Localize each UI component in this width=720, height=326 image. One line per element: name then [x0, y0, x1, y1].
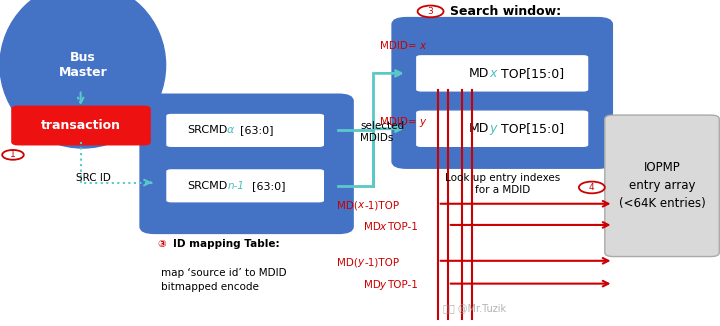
FancyBboxPatch shape	[12, 107, 150, 144]
Text: SRC ID: SRC ID	[76, 173, 111, 183]
Text: Bus
Master: Bus Master	[58, 51, 107, 79]
Text: y: y	[419, 117, 426, 127]
Text: MD(: MD(	[337, 258, 358, 267]
FancyBboxPatch shape	[392, 18, 612, 168]
Text: MD: MD	[364, 222, 380, 231]
Text: MDID=: MDID=	[380, 117, 416, 127]
Text: TOP-1: TOP-1	[387, 222, 418, 231]
Text: 知乎 @Mr.Tuzik: 知乎 @Mr.Tuzik	[443, 303, 506, 313]
Text: x: x	[419, 41, 426, 51]
Text: 1: 1	[10, 150, 16, 159]
Text: TOP[15:0]: TOP[15:0]	[501, 67, 564, 80]
Text: Search window:: Search window:	[450, 5, 561, 18]
Text: [63:0]: [63:0]	[252, 181, 286, 191]
Text: x: x	[357, 200, 364, 210]
FancyBboxPatch shape	[166, 113, 325, 148]
Text: ID mapping Table:: ID mapping Table:	[173, 239, 279, 249]
Text: TOP[15:0]: TOP[15:0]	[501, 122, 564, 135]
Text: MD: MD	[469, 122, 490, 135]
Text: SRCMD: SRCMD	[187, 181, 227, 191]
Text: y: y	[379, 280, 386, 290]
Text: selected
MDIDs: selected MDIDs	[360, 121, 404, 143]
Text: IOPMP
entry array
(<64K entries): IOPMP entry array (<64K entries)	[618, 161, 706, 210]
Text: x: x	[379, 222, 386, 231]
Text: y: y	[490, 122, 497, 135]
FancyBboxPatch shape	[166, 169, 325, 203]
Text: MD: MD	[364, 280, 380, 290]
Ellipse shape	[0, 0, 166, 148]
Text: α: α	[227, 126, 235, 135]
Text: SRCMD: SRCMD	[187, 126, 227, 135]
Text: transaction: transaction	[41, 119, 121, 132]
Text: [63:0]: [63:0]	[240, 126, 274, 135]
FancyBboxPatch shape	[140, 95, 353, 233]
Text: x: x	[490, 67, 497, 80]
Text: MDID=: MDID=	[380, 41, 416, 51]
FancyBboxPatch shape	[605, 115, 719, 257]
Text: ③: ③	[157, 239, 166, 249]
Text: MD(: MD(	[337, 200, 358, 210]
FancyBboxPatch shape	[415, 110, 589, 148]
Text: MD: MD	[469, 67, 490, 80]
Text: TOP-1: TOP-1	[387, 280, 418, 290]
Text: n-1: n-1	[227, 181, 244, 191]
Text: -1)TOP: -1)TOP	[364, 258, 400, 267]
FancyBboxPatch shape	[415, 54, 589, 92]
Text: 4: 4	[589, 183, 595, 192]
Text: Look up entry indexes
for a MDID: Look up entry indexes for a MDID	[445, 173, 560, 195]
Text: -1)TOP: -1)TOP	[364, 200, 400, 210]
Text: map ‘source id’ to MDID
bitmapped encode: map ‘source id’ to MDID bitmapped encode	[161, 268, 286, 292]
Text: y: y	[357, 258, 364, 267]
Text: 3: 3	[428, 7, 433, 16]
